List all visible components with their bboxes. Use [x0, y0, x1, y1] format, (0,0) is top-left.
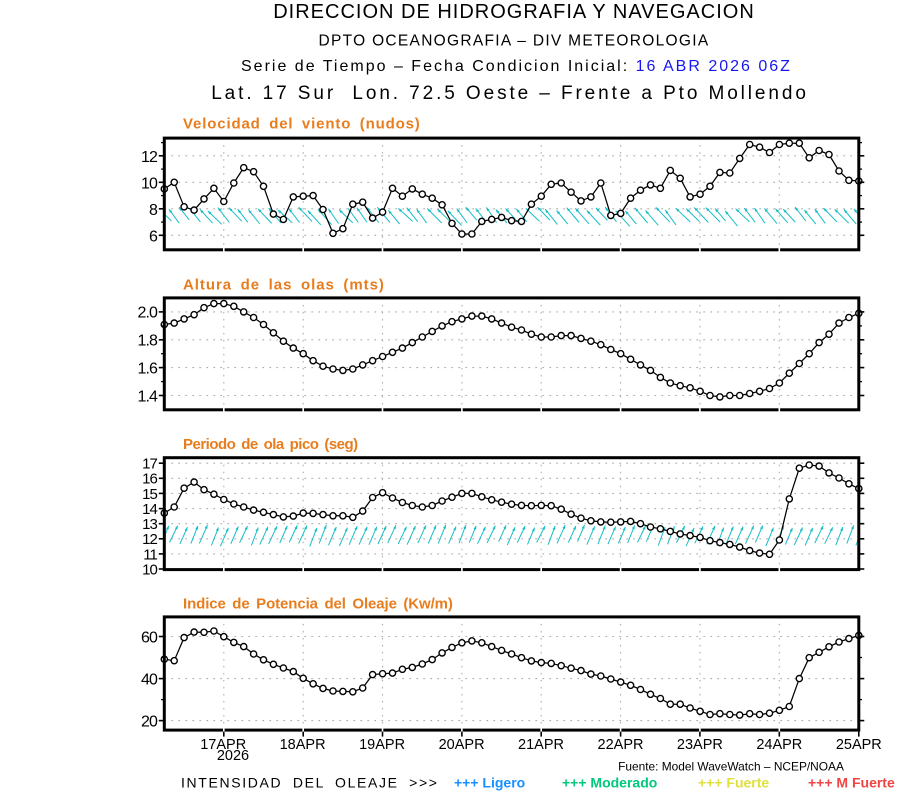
svg-text:INTENSIDAD DEL OLEAJE >>>: INTENSIDAD DEL OLEAJE >>> — [181, 775, 439, 791]
svg-text:+++ M Fuerte: +++ M Fuerte — [808, 775, 895, 791]
svg-text:6: 6 — [149, 229, 158, 246]
svg-text:DIRECCION DE HIDROGRAFIA Y NAV: DIRECCION DE HIDROGRAFIA Y NAVEGACION — [273, 1, 755, 23]
svg-text:13: 13 — [142, 516, 157, 533]
svg-text:1.8: 1.8 — [137, 333, 158, 350]
svg-text:Serie de Tiempo – Fecha Condic: Serie de Tiempo – Fecha Condicion Inicia… — [241, 58, 792, 75]
svg-text:Altura de las olas (mts): Altura de las olas (mts) — [183, 277, 385, 294]
svg-text:20: 20 — [141, 713, 158, 730]
svg-text:12: 12 — [141, 149, 158, 166]
svg-text:1.4: 1.4 — [137, 388, 158, 405]
svg-text:+++ Fuerte: +++ Fuerte — [698, 775, 769, 791]
svg-text:22APR: 22APR — [598, 737, 644, 753]
svg-text:40: 40 — [141, 671, 158, 688]
svg-text:20APR: 20APR — [439, 737, 485, 753]
svg-text:8: 8 — [149, 202, 158, 219]
svg-text:2026: 2026 — [217, 748, 249, 764]
svg-text:Lat. 17 Sur Lon. 72.5 Oeste –: Lat. 17 Sur Lon. 72.5 Oeste – Frente a P… — [211, 83, 809, 104]
svg-text:10: 10 — [142, 561, 157, 578]
svg-text:15: 15 — [142, 486, 157, 503]
svg-text:23APR: 23APR — [677, 737, 723, 753]
svg-text:25APR: 25APR — [836, 737, 882, 753]
svg-text:2.0: 2.0 — [137, 305, 158, 322]
svg-text:+++ Moderado: +++ Moderado — [562, 775, 657, 791]
svg-text:17APR: 17APR — [200, 737, 246, 753]
svg-text:11: 11 — [143, 546, 157, 563]
svg-text:1.6: 1.6 — [137, 360, 158, 377]
svg-text:Velocidad del viento (nudos): Velocidad del viento (nudos) — [183, 116, 421, 133]
svg-text:12: 12 — [142, 531, 157, 548]
svg-text:Indice de Potencia del Oleaje: Indice de Potencia del Oleaje (Kw/m) — [183, 596, 453, 613]
svg-text:+++ Ligero: +++ Ligero — [454, 775, 525, 791]
svg-text:DPTO OCEANOGRAFIA – DIV METEOR: DPTO OCEANOGRAFIA – DIV METEOROLOGIA — [318, 33, 709, 50]
svg-text:Fuente: Model WaveWatch – NCEP: Fuente: Model WaveWatch – NCEP/NOAA — [618, 760, 844, 774]
svg-text:18APR: 18APR — [280, 737, 326, 753]
svg-text:60: 60 — [141, 629, 158, 646]
svg-text:14: 14 — [142, 501, 157, 518]
svg-text:10: 10 — [141, 176, 158, 193]
svg-text:19APR: 19APR — [359, 737, 405, 753]
svg-text:16: 16 — [142, 471, 157, 488]
svg-text:24APR: 24APR — [756, 737, 802, 753]
svg-text:Periodo de ola pico (seg): Periodo de ola pico (seg) — [183, 436, 358, 453]
svg-text:21APR: 21APR — [518, 737, 564, 753]
svg-text:17: 17 — [142, 456, 157, 473]
